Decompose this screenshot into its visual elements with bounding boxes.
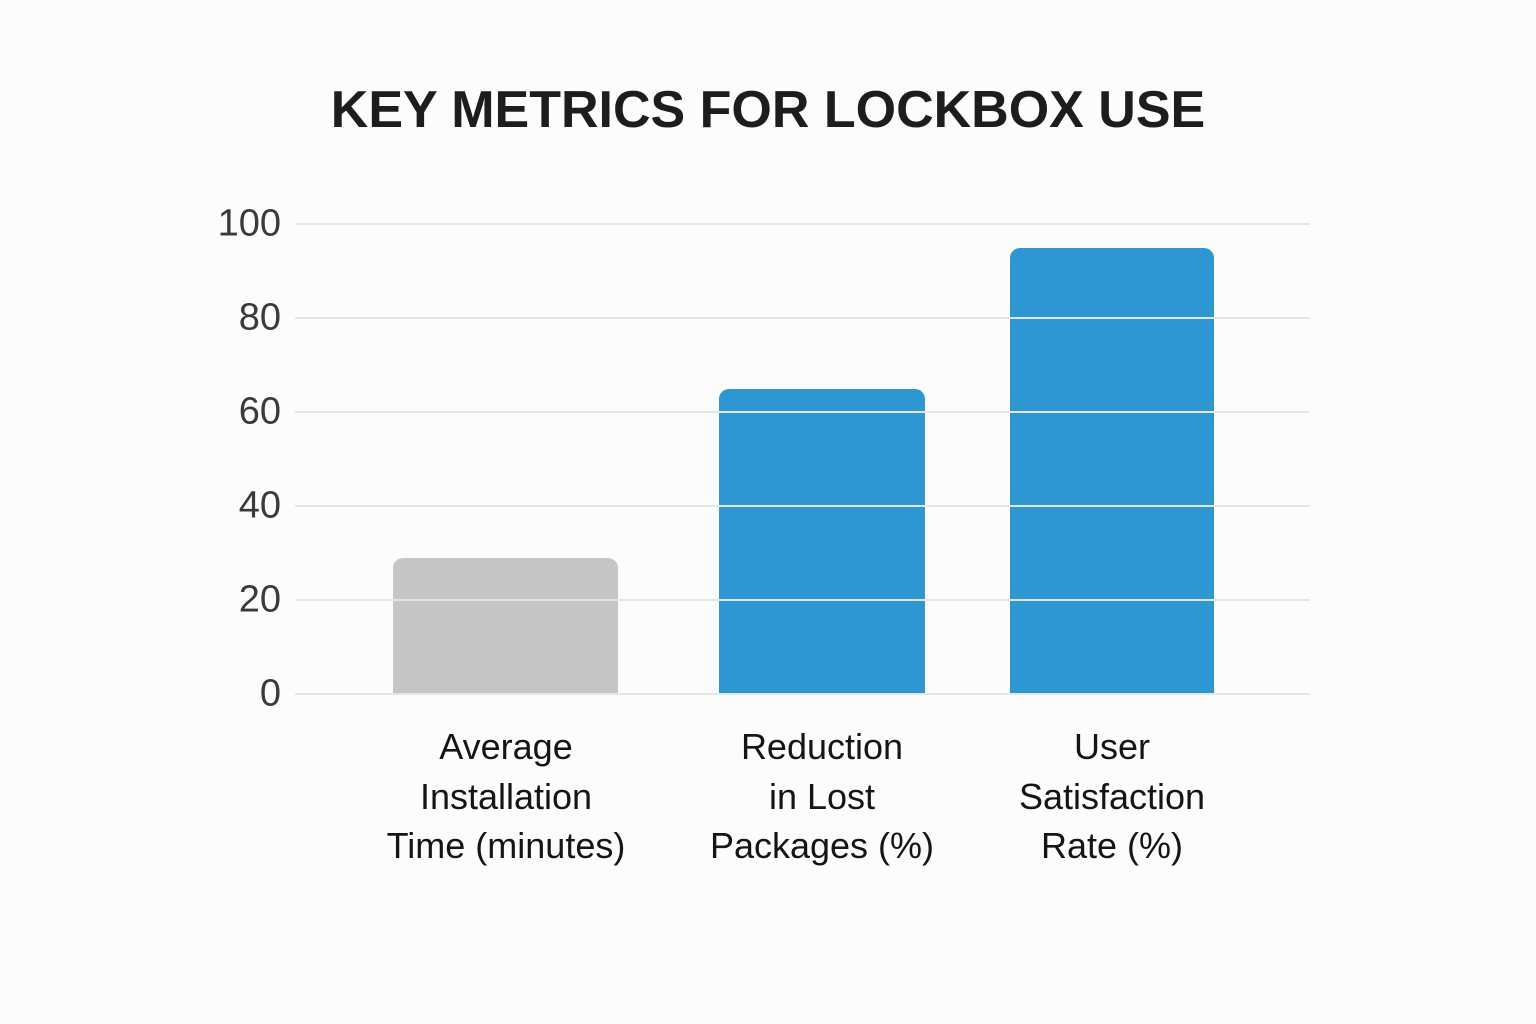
gridline-y-40 xyxy=(295,505,1310,507)
chart-title: KEY METRICS FOR LOCKBOX USE xyxy=(330,81,1206,139)
bar-average-installation-time xyxy=(393,557,618,694)
y-axis-tick-label-20: 20 xyxy=(238,578,281,621)
y-axis-tick-label-80: 80 xyxy=(238,296,281,339)
bar-reduction-lost-packages xyxy=(719,388,925,694)
x-axis-labels: Average Installation Time (minutes) Redu… xyxy=(0,722,1536,902)
y-axis-tick-label-100: 100 xyxy=(217,202,281,245)
y-axis-tick-label-0: 0 xyxy=(259,672,281,715)
gridline-y-60 xyxy=(295,411,1310,413)
gridline-y-100 xyxy=(295,223,1310,225)
y-axis-tick-label-40: 40 xyxy=(238,484,281,527)
x-axis-label-average-installation-time: Average Installation Time (minutes) xyxy=(386,726,626,867)
y-axis-tick-label-60: 60 xyxy=(238,390,281,433)
gridline-y-0 xyxy=(295,693,1310,695)
x-axis-label-reduction-lost-packages: Reduction in Lost Packages (%) xyxy=(709,726,935,867)
bar-user-satisfaction-rate xyxy=(1010,247,1214,694)
gridline-y-20 xyxy=(295,599,1310,601)
x-axis-label-user-satisfaction-rate: User Satisfaction Rate (%) xyxy=(1018,726,1206,867)
gridline-y-80 xyxy=(295,317,1310,319)
plot-area: 0 20 40 60 80 100 xyxy=(218,203,1310,715)
